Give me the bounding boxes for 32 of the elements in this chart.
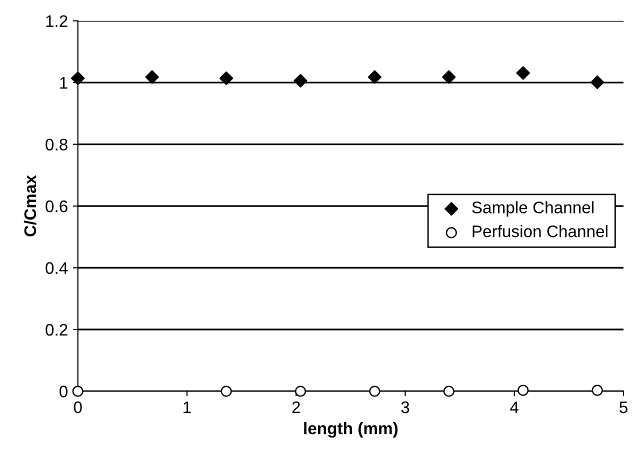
point — [368, 70, 382, 84]
point — [443, 386, 454, 397]
point — [294, 74, 308, 88]
point — [516, 66, 530, 80]
legend-label: Sample Channel — [472, 201, 594, 217]
y-axis-title: C/Cmax — [24, 175, 36, 236]
x-tick-label: 4 — [510, 402, 519, 414]
point — [71, 71, 85, 86]
x-tick-label: 5 — [620, 402, 628, 414]
y-tick-label: 0.2 — [46, 324, 68, 336]
point — [145, 70, 159, 84]
point — [518, 384, 529, 396]
x-tick-label: 3 — [401, 401, 410, 414]
x-tick-label: 2 — [292, 401, 300, 414]
x-tick-label: 1 — [184, 402, 191, 414]
point — [590, 75, 604, 90]
x-tick-label: 0 — [74, 401, 82, 414]
y-tick-label: 0.8 — [46, 138, 68, 151]
y-tick-label: 0.6 — [46, 200, 68, 212]
x-axis-title: length (mm) — [304, 422, 398, 438]
point — [442, 70, 456, 84]
point — [72, 386, 84, 397]
y-tick-label: 0.4 — [46, 262, 68, 274]
y-tick-label: 1 — [60, 77, 68, 89]
point — [220, 386, 232, 397]
point — [369, 386, 380, 397]
y-tick-label: 1.2 — [46, 15, 68, 27]
y-tick-label: 0 — [60, 386, 68, 398]
legend-label: Perfusion Channel — [472, 225, 608, 238]
point — [294, 386, 306, 397]
point — [592, 384, 603, 396]
point — [219, 71, 234, 86]
